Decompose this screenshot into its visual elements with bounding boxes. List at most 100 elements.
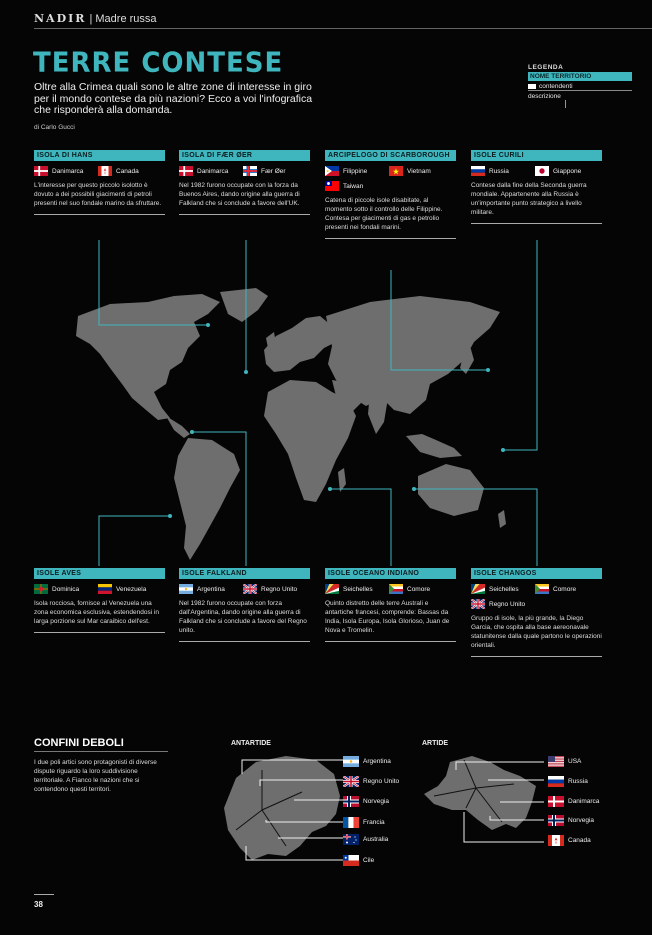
claimant-label: Cile <box>363 857 375 864</box>
norway-flag-icon <box>343 796 359 807</box>
claimant: Danimarca <box>34 166 98 176</box>
claimant-label: Argentina <box>197 585 225 593</box>
box-falkland: ISOLE FALKLAND Argentina Regno Unito Nel… <box>179 568 310 642</box>
antarctica-claim: Cile <box>343 855 374 866</box>
arctic-claim: USA <box>548 756 581 767</box>
uk-flag-icon <box>342 775 360 788</box>
claimant-label: Russia <box>568 778 588 785</box>
section-name: | Madre russa <box>89 13 157 25</box>
claimant: Dominica <box>34 584 98 594</box>
claimant-label: Russia <box>489 167 509 175</box>
claimant: Argentina <box>179 584 243 594</box>
antarctica-claim: Francia <box>343 817 385 828</box>
box-description: Nel 1982 furono occupate con forza dall'… <box>179 599 310 642</box>
madagascar-shape <box>338 468 346 492</box>
europe-shape <box>264 316 336 372</box>
page-number: 38 <box>34 900 43 909</box>
claimant-label: Australia <box>363 836 389 843</box>
claimant: Fær Øer <box>243 166 307 176</box>
antarctica-shape <box>224 756 340 860</box>
arctic-map <box>424 756 544 843</box>
claimant: Comore <box>535 584 599 594</box>
box-changos: ISOLE CHANGOS Seichelles Comore Regno Un… <box>470 568 602 657</box>
claimant-label: Canada <box>116 167 139 175</box>
box-title: ISOLE OCEANO INDIANO <box>325 568 456 579</box>
antarctica-claim: Australia <box>343 834 388 845</box>
claimant: Vietnam <box>389 166 453 176</box>
faroe-flag-icon <box>243 166 257 176</box>
uk-flag-icon <box>470 598 486 610</box>
claimant-label: Fær Øer <box>261 167 286 175</box>
africa-shape <box>264 380 356 502</box>
claimant-label: Francia <box>363 819 385 826</box>
dominica-flag-icon <box>34 584 48 594</box>
box-title: ISOLE FALKLAND <box>179 568 310 579</box>
new-zealand-shape <box>498 510 506 528</box>
canada-flag-icon <box>98 166 112 176</box>
claimant-label: Regno Unito <box>363 778 400 785</box>
claimant-label: Seichelles <box>343 585 373 593</box>
box-hans-island: ISOLA DI HANS Danimarca Canada L'interes… <box>34 150 165 215</box>
russia-flag-icon <box>548 776 564 787</box>
arctic-claim: Canada <box>548 835 591 846</box>
box-description: Catena di piccole isole disabitate, al m… <box>325 196 456 239</box>
legend: LEGENDA NOME TERRITORIO contendenti desc… <box>528 64 632 108</box>
claimants: Seichelles Comore <box>325 584 456 599</box>
taiwan-flag-icon <box>325 181 339 191</box>
claimant-label: Regno Unito <box>261 585 298 593</box>
claimant: Venezuela <box>98 584 162 594</box>
box-scarborough: ARCIPELOGO DI SCARBOROUGH Filippine Viet… <box>325 150 456 239</box>
japan-flag-icon <box>535 166 549 176</box>
claimant-label: Regno Unito <box>489 600 526 608</box>
box-title: ISOLA DI HANS <box>34 150 165 161</box>
arabia-shape <box>332 380 364 414</box>
chile-flag-icon <box>343 855 359 866</box>
intro-text: Oltre alla Crimea quali sono le altre zo… <box>34 81 313 116</box>
canada-flag-icon <box>548 835 564 846</box>
uk-shape <box>266 332 276 348</box>
claimant-label: Dominica <box>52 585 80 593</box>
box-description: L'interesse per questo piccolo isolotto … <box>34 181 165 215</box>
claimant-label: Taiwan <box>343 182 364 190</box>
seychelles-flag-icon <box>325 584 339 594</box>
russia-flag-icon <box>471 166 485 176</box>
legend-pointer <box>565 100 566 108</box>
claimant-label: Canada <box>568 837 591 844</box>
claimant-label: Danimarca <box>568 798 600 805</box>
claimants: Dominica Venezuela <box>34 584 165 599</box>
claimant: Taiwan <box>325 181 389 191</box>
legend-flag-swatch <box>528 84 536 89</box>
section-title: CONFINI DEBOLI <box>34 737 124 749</box>
box-description: Gruppo di isole, la più grande, la Diego… <box>471 614 602 657</box>
box-title: ARCIPELOGO DI SCARBOROUGH <box>325 150 456 161</box>
greenland-shape <box>220 288 268 322</box>
box-description: Nel 1982 furono occupate con la forza da… <box>179 181 310 215</box>
claimant-label: Comore <box>407 585 431 593</box>
claimant-label: Danimarca <box>52 167 84 175</box>
antarctica-claim: Argentina <box>343 756 391 767</box>
claimants: Filippine Vietnam Taiwan <box>325 166 456 196</box>
legend-claimants-row: contendenti <box>528 83 632 91</box>
box-title: ISOLE AVES <box>34 568 165 579</box>
claimants: Argentina Regno Unito <box>179 583 310 599</box>
claimant-label: Giappone <box>553 167 582 175</box>
box-title: ISOLE CURILI <box>471 150 602 161</box>
page-number-rule <box>34 894 54 895</box>
comoros-flag-icon <box>535 584 549 594</box>
box-description: Contese dalla fine della Seconda guerra … <box>471 181 602 224</box>
uk-flag-icon <box>242 583 258 595</box>
se-asia-islands-shape <box>406 434 462 458</box>
magazine-name: NADIR <box>34 12 87 25</box>
claimant-label: Vietnam <box>407 167 431 175</box>
argentina-flag-icon <box>343 756 359 767</box>
australia-flag-icon <box>343 834 359 845</box>
claimant-label: Norvegia <box>568 817 595 824</box>
box-kuril-islands: ISOLE CURILI Russia Giappone Contese dal… <box>471 150 602 224</box>
claimant-label: Norvegia <box>363 798 390 805</box>
central-america-shape <box>166 416 190 438</box>
claimant: Comore <box>389 584 453 594</box>
north-america-shape <box>76 294 220 420</box>
venezuela-flag-icon <box>98 584 112 594</box>
claimant-label: Danimarca <box>197 167 229 175</box>
denmark-flag-icon <box>34 166 48 176</box>
